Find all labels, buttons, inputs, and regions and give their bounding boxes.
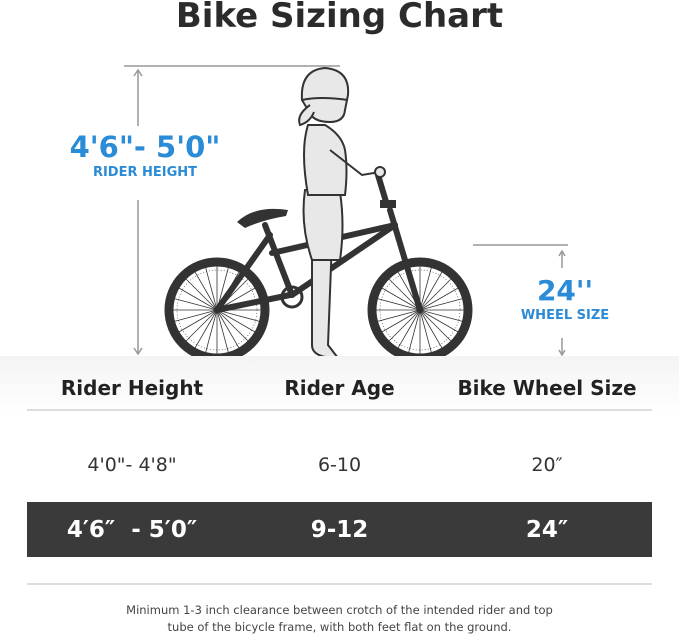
table-row-highlighted: 4′6″ - 5′0″ 9-12 24″ <box>27 502 652 557</box>
wheel-size-value: 24'' <box>536 274 594 307</box>
divider <box>27 583 652 585</box>
wheel-spoke <box>216 309 260 322</box>
wheel-spoke <box>381 287 421 311</box>
cell-wheel: 20″ <box>531 454 563 476</box>
footnote-line-1: Minimum 1-3 inch clearance between crotc… <box>126 603 553 617</box>
wheel-spoke <box>178 309 218 333</box>
wheel-spoke <box>185 278 218 311</box>
wheel-spoke <box>194 309 218 349</box>
wheel-spoke <box>419 278 452 311</box>
header-wheel-size: Bike Wheel Size <box>457 376 637 400</box>
cell-wheel: 24″ <box>525 516 569 543</box>
wheel-spoke <box>174 298 218 311</box>
wheel-spoke <box>216 278 249 311</box>
wheel-spoke <box>185 309 218 342</box>
table-row: 4'0"- 4'8" 6-10 20″ <box>27 454 652 476</box>
wheel-spoke <box>419 309 432 353</box>
wheel-spoke <box>216 309 249 342</box>
bike-rider-illustration <box>124 65 568 360</box>
footnote: Minimum 1-3 inch clearance between crotc… <box>0 602 679 636</box>
rider-girl <box>298 66 386 360</box>
wheel-spoke <box>419 271 443 311</box>
wheel-spoke <box>216 309 256 333</box>
wheel-spoke <box>216 267 229 311</box>
wheel-spoke <box>178 287 218 311</box>
chart-title: Bike Sizing Chart <box>175 0 504 36</box>
wheel-spoke <box>419 267 432 311</box>
table-background <box>0 356 679 416</box>
wheel-spoke <box>419 309 443 349</box>
header-rider-height: Rider Height <box>60 376 204 400</box>
wheel-spoke <box>419 309 463 322</box>
wheel-spoke <box>216 309 229 353</box>
wheel-spoke <box>419 287 459 311</box>
wheel-spoke <box>419 298 463 311</box>
wheel-spoke <box>216 287 256 311</box>
height-measure-lines <box>124 65 568 357</box>
wheel-spoke <box>216 271 240 311</box>
wheel-spoke <box>408 309 421 353</box>
cell-age: 9-12 <box>310 516 369 543</box>
footnote-line-2: tube of the bicycle frame, with both fee… <box>167 620 512 634</box>
cell-height: 4′6″ - 5′0″ <box>66 516 198 543</box>
wheel-spoke <box>205 309 218 353</box>
wheel-spoke <box>419 309 459 333</box>
wheel-spoke <box>397 309 421 349</box>
rider-height-value: 4'6"- 5'0" <box>69 130 221 164</box>
cell-age: 6-10 <box>317 454 362 476</box>
wheel-spoke <box>408 267 421 311</box>
wheel-spoke <box>174 309 218 322</box>
rider-height-label: RIDER HEIGHT <box>92 165 198 180</box>
wheel-spoke <box>216 298 260 311</box>
wheel-spoke <box>194 271 218 311</box>
wheel-spoke <box>388 278 421 311</box>
wheel-spoke <box>397 271 421 311</box>
wheel-spoke <box>381 309 421 333</box>
header-rider-age: Rider Age <box>284 376 395 400</box>
wheel-spoke <box>205 267 218 311</box>
wheel-spoke <box>377 298 421 311</box>
table-header: Rider Height Rider Age Bike Wheel Size <box>27 376 652 400</box>
wheel-spoke <box>377 309 421 322</box>
wheel-spoke <box>419 309 452 342</box>
wheel-spoke <box>216 309 240 349</box>
cell-height: 4'0"- 4'8" <box>87 454 177 476</box>
wheel-size-label: WHEEL SIZE <box>520 308 610 323</box>
bicycle <box>164 172 473 360</box>
divider <box>27 409 652 411</box>
wheel-spoke <box>388 309 421 342</box>
